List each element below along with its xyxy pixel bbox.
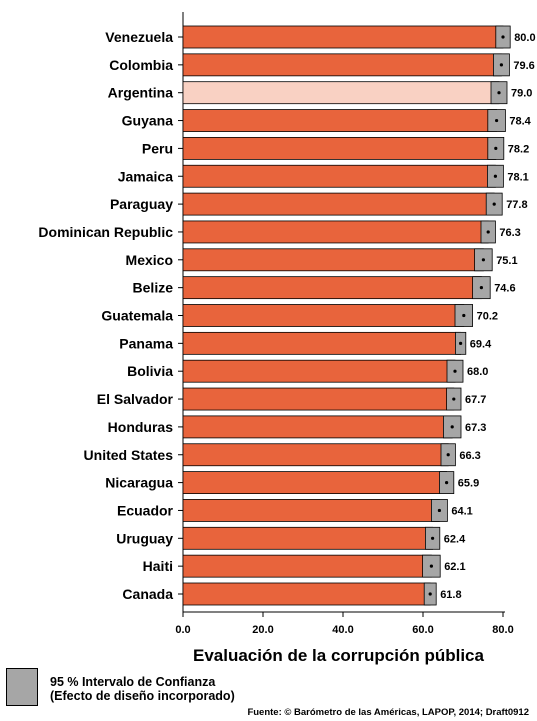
value-label: 70.2 <box>477 311 498 323</box>
category-label: Haiti <box>143 558 173 574</box>
category-label: Peru <box>142 140 173 156</box>
value-label: 67.3 <box>465 422 486 434</box>
category-label: Mexico <box>126 252 173 268</box>
point-estimate <box>450 425 454 429</box>
point-estimate <box>499 63 503 67</box>
category-label: Venezuela <box>105 29 173 45</box>
bar <box>182 192 495 216</box>
bar <box>182 554 432 578</box>
point-estimate <box>452 397 456 401</box>
bar <box>182 136 497 160</box>
value-label: 61.8 <box>440 589 461 601</box>
category-label: Panama <box>119 335 173 351</box>
bar <box>182 359 456 383</box>
x-tick-label: 40.0 <box>332 624 353 636</box>
bar <box>182 304 465 327</box>
category-label: Dominican Republic <box>38 224 173 240</box>
ci-legend-swatch <box>6 668 38 706</box>
bar-highlight <box>182 81 500 105</box>
category-label: Canada <box>122 586 173 602</box>
value-label: 69.4 <box>470 338 492 350</box>
x-tick-label: 60.0 <box>412 624 433 636</box>
x-axis-title: Evaluación de la corrupción pública <box>193 646 484 665</box>
point-estimate <box>445 481 449 485</box>
legend-line-1: 95 % Intervalo de Confianza <box>50 675 216 689</box>
value-label: 65.9 <box>458 478 479 490</box>
point-estimate <box>437 508 441 513</box>
point-estimate <box>479 286 483 290</box>
value-label: 74.6 <box>494 283 515 295</box>
category-label: Guatemala <box>101 308 173 324</box>
point-estimate <box>462 313 466 318</box>
bar <box>182 331 462 355</box>
bar <box>182 499 440 522</box>
point-estimate <box>486 230 490 234</box>
value-label: 75.1 <box>496 255 517 267</box>
point-estimate <box>494 146 498 150</box>
value-label: 79.6 <box>513 60 534 72</box>
value-label: 78.1 <box>507 171 528 183</box>
category-label: Nicaragua <box>105 475 173 491</box>
bar <box>182 415 453 439</box>
point-estimate <box>459 341 463 345</box>
point-estimate <box>501 35 505 39</box>
bar <box>182 582 431 606</box>
point-estimate <box>481 258 485 262</box>
value-label: 62.1 <box>444 561 465 573</box>
category-label: Paraguay <box>110 196 173 212</box>
bar <box>182 109 498 132</box>
value-label: 64.1 <box>451 505 472 517</box>
category-label: Honduras <box>108 419 174 435</box>
category-label: Ecuador <box>117 502 174 518</box>
category-label: Jamaica <box>118 168 173 184</box>
bar <box>182 220 489 244</box>
bar <box>182 471 448 495</box>
value-label: 78.2 <box>508 143 529 155</box>
point-estimate <box>497 91 501 95</box>
category-label: Guyana <box>122 113 174 129</box>
value-label: 67.7 <box>465 394 486 406</box>
point-estimate <box>453 369 457 373</box>
category-label: El Salvador <box>97 391 174 407</box>
bar <box>182 526 434 550</box>
category-label: United States <box>84 447 174 463</box>
source-note: Fuente: © Barómetro de las Américas, LAP… <box>247 707 529 718</box>
point-estimate <box>446 453 450 457</box>
value-label: 77.8 <box>506 199 527 211</box>
category-label: Bolivia <box>127 363 173 379</box>
bar <box>182 53 502 77</box>
bar <box>182 387 455 411</box>
value-label: 80.0 <box>514 32 535 44</box>
value-label: 78.4 <box>509 116 531 128</box>
bar <box>182 25 504 49</box>
value-label: 68.0 <box>467 366 488 378</box>
point-estimate <box>428 592 432 596</box>
x-tick-label: 0.0 <box>175 624 190 636</box>
x-tick-label: 80.0 <box>492 624 513 636</box>
value-label: 62.4 <box>444 533 466 545</box>
value-label: 79.0 <box>511 88 532 100</box>
value-label: 76.3 <box>499 227 520 239</box>
value-label: 66.3 <box>459 450 480 462</box>
bar <box>182 248 484 272</box>
point-estimate <box>492 202 496 206</box>
category-label: Belize <box>133 280 174 296</box>
legend: 95 % Intervalo de Confianza (Efecto de d… <box>50 675 235 703</box>
category-label: Colombia <box>109 57 173 73</box>
category-label: Argentina <box>108 85 174 101</box>
point-estimate <box>495 118 499 123</box>
bar <box>182 164 496 188</box>
bar <box>182 276 482 300</box>
point-estimate <box>431 536 435 540</box>
bar <box>182 443 449 467</box>
point-estimate <box>429 564 433 568</box>
x-tick-label: 20.0 <box>252 624 273 636</box>
point-estimate <box>493 174 497 178</box>
category-label: Uruguay <box>116 530 173 546</box>
legend-line-2: (Efecto de diseño incorporado) <box>50 689 235 703</box>
